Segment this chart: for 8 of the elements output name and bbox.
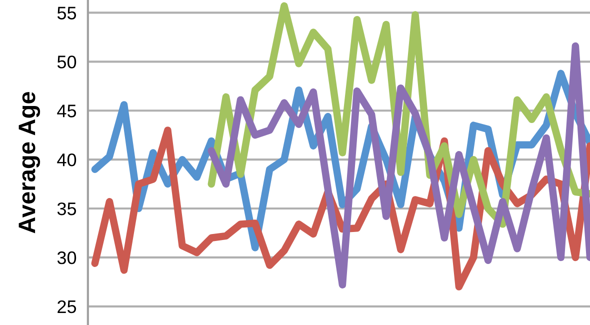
y-tick-label: 45 — [57, 104, 76, 118]
y-tick-label: 35 — [57, 202, 76, 216]
y-tick-label: 25 — [58, 300, 76, 314]
y-tick-label: 40 — [57, 154, 76, 166]
y-axis-title: Average Age — [18, 92, 40, 234]
y-tick-label: 50 — [57, 56, 76, 68]
y-tick-label: 30 — [57, 251, 76, 264]
y-tick-label: 55 — [57, 6, 76, 20]
